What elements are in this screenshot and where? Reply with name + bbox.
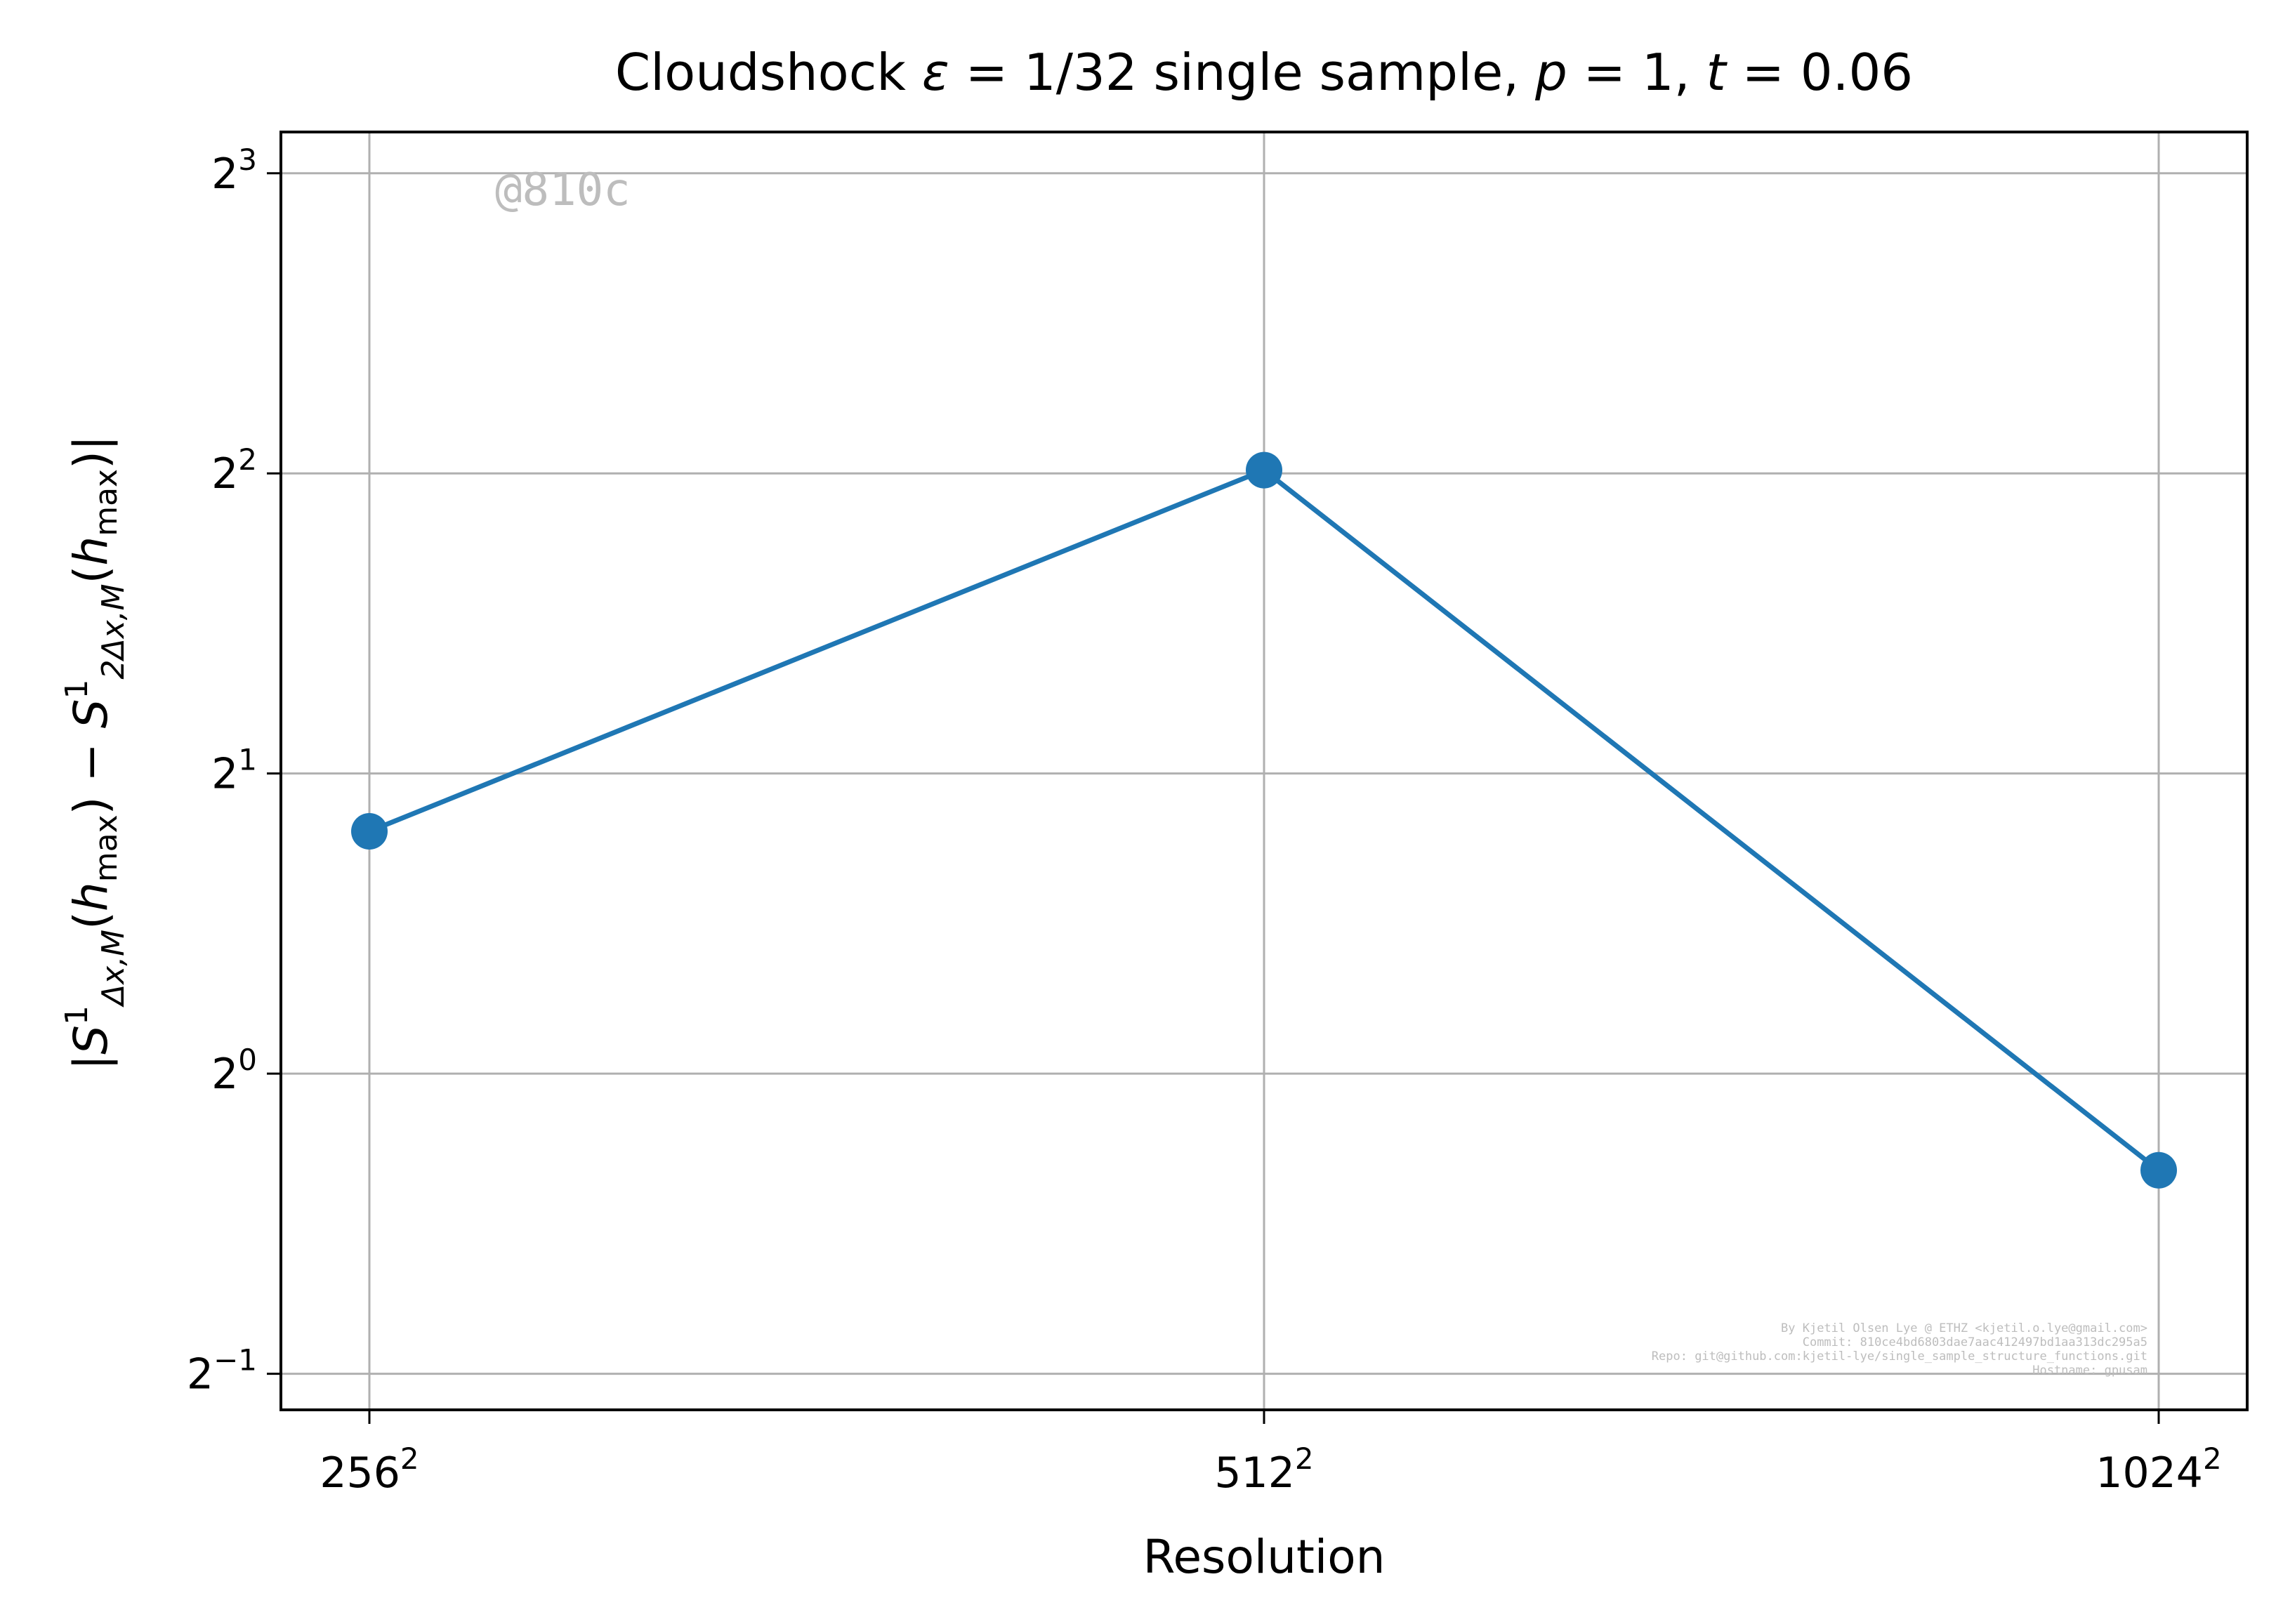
data-point [1246, 451, 1282, 489]
y-tick-label: 22 [211, 442, 257, 499]
y-tick-label: 21 [211, 743, 257, 799]
series-layer [351, 451, 2177, 1189]
credits-line: Repo: git@github.com:kjetil-lye/single_s… [1652, 1349, 2147, 1364]
credits-line: Hostname: gpusam [2032, 1364, 2147, 1378]
grid [281, 132, 2247, 1410]
credits-block: By Kjetil Olsen Lye @ ETHZ <kjetil.o.lye… [1652, 1321, 2147, 1378]
data-point [2140, 1151, 2177, 1189]
y-axis-label: |S1Δx,M(hmax) − S12Δx,M(hmax)| [59, 435, 131, 1070]
x-axis-ticks: 2562 5122 10242 [320, 1410, 2222, 1498]
watermark-text: @810c [495, 164, 631, 216]
y-tick-label: 23 [211, 143, 257, 199]
credits-line: By Kjetil Olsen Lye @ ETHZ <kjetil.o.lye… [1781, 1321, 2147, 1335]
y-tick-label: 20 [211, 1043, 257, 1099]
data-point [351, 813, 388, 850]
plot-frame [279, 131, 2249, 1411]
x-axis-label: Resolution [1143, 1530, 1386, 1584]
credits-line: Commit: 810ce4bd6803dae7aac412497bd1aa31… [1803, 1335, 2147, 1349]
y-tick-label: 2−1 [187, 1343, 257, 1399]
x-tick-label: 5122 [1214, 1441, 1313, 1498]
chart-title: Cloudshock ε = 1/32 single sample, p = 1… [615, 43, 1913, 102]
x-tick-label: 2562 [320, 1441, 419, 1498]
y-axis-ticks: 2−1 20 21 22 23 [187, 143, 281, 1399]
x-tick-label: 10242 [2096, 1441, 2221, 1498]
